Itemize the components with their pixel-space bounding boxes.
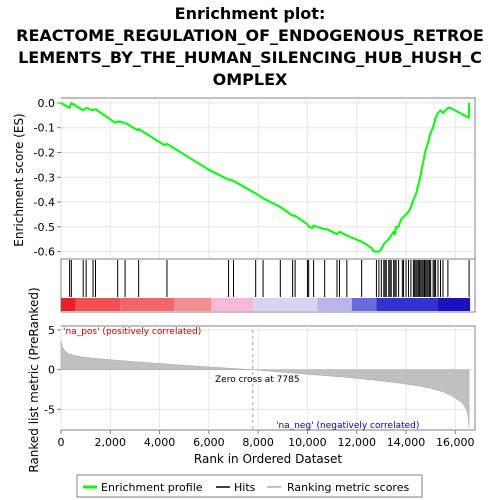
es-y-tick-label: -0.5 (34, 221, 55, 234)
color-bar-segment (211, 298, 254, 311)
es-y-tick-label: -0.2 (34, 146, 55, 159)
legend-box (76, 474, 423, 498)
chart-title: Enrichment plot: REACTOME_REGULATION_OF_… (16, 4, 484, 89)
x-tick-label: 6,000 (193, 436, 225, 449)
color-bar-segment (174, 298, 212, 311)
metric-fill-layer (60, 341, 470, 428)
metric-y-tick-label: 5 (48, 324, 55, 337)
color-bar-segment (317, 298, 352, 311)
es-line-layer (60, 102, 471, 253)
legend-enrichment-label: Enrichment profile (101, 481, 203, 494)
legend-metric-label: Ranking metric scores (287, 481, 409, 494)
zero-cross-label: Zero cross at 7785 (215, 375, 300, 385)
x-tick-label: 12,000 (337, 436, 376, 449)
metric-y-tick-label: -5 (44, 403, 55, 416)
color-bar-segment (438, 298, 471, 311)
title-line-2: REACTOME_REGULATION_OF_ENDOGENOUS_RETROE (16, 26, 484, 45)
color-bar-segment (120, 298, 175, 311)
es-panel: 0.0 -0.1 -0.2 -0.3 -0.4 -0.5 -0.6 Enrichment s… (12, 97, 476, 260)
x-tick-label: 0 (58, 436, 65, 449)
x-tick-label: 8,000 (242, 436, 274, 449)
metric-y-tick-label: 0 (48, 364, 55, 377)
x-axis: 0 2,000 4,000 6,000 8,000 10,000 12,000 14,000 1… (58, 430, 475, 449)
x-tick-label: 14,000 (387, 436, 426, 449)
x-tick-label: 16,000 (436, 436, 475, 449)
negative-correlation-label: 'na_neg' (negatively correlated) (276, 421, 419, 431)
color-bar-segment (351, 298, 377, 311)
es-y-axis-label: Enrichment score (ES) (12, 113, 26, 246)
positive-correlation-label: 'na_pos' (positively correlated) (63, 327, 201, 337)
legend: Enrichment profile Hits Ranking metric s… (76, 474, 423, 498)
title-line-4: OMPLEX (213, 70, 288, 89)
color-bar-segment (61, 298, 76, 311)
color-bar-segment (376, 298, 439, 311)
es-y-tick-label: 0.0 (38, 97, 56, 110)
es-y-tick-label: -0.3 (34, 171, 55, 184)
title-line-3: LEMENTS_BY_THE_HUMAN_SILENCING_HUB_HUSH_… (18, 48, 482, 67)
color-bar-segment (253, 298, 318, 311)
hits-layer (69, 260, 470, 297)
hits-panel (60, 258, 476, 313)
color-bar-segment (75, 298, 121, 311)
es-y-tick-label: -0.1 (34, 122, 55, 135)
legend-hits-label: Hits (234, 481, 256, 494)
metric-panel: 5 0 -5 Zero cross at 7785 'na_pos' (positi… (27, 287, 476, 473)
x-tick-label: 10,000 (288, 436, 327, 449)
title-line-1: Enrichment plot: (175, 4, 326, 23)
es-y-tick-label: -0.4 (34, 196, 55, 209)
es-y-tick-label: -0.6 (34, 246, 55, 259)
metric-y-axis-label: Ranked list metric (PreRanked) (27, 287, 41, 472)
es-grid (60, 98, 475, 259)
enrichment-profile-line (60, 102, 471, 253)
x-tick-label: 2,000 (95, 436, 127, 449)
ranking-color-bar (61, 298, 471, 311)
ranking-metric-area (60, 341, 470, 428)
es-y-ticks: 0.0 -0.1 -0.2 -0.3 -0.4 -0.5 -0.6 (34, 97, 61, 259)
metric-y-ticks: 5 0 -5 (44, 324, 61, 416)
x-axis-label: Rank in Ordered Dataset (194, 452, 342, 466)
x-tick-label: 4,000 (144, 436, 176, 449)
